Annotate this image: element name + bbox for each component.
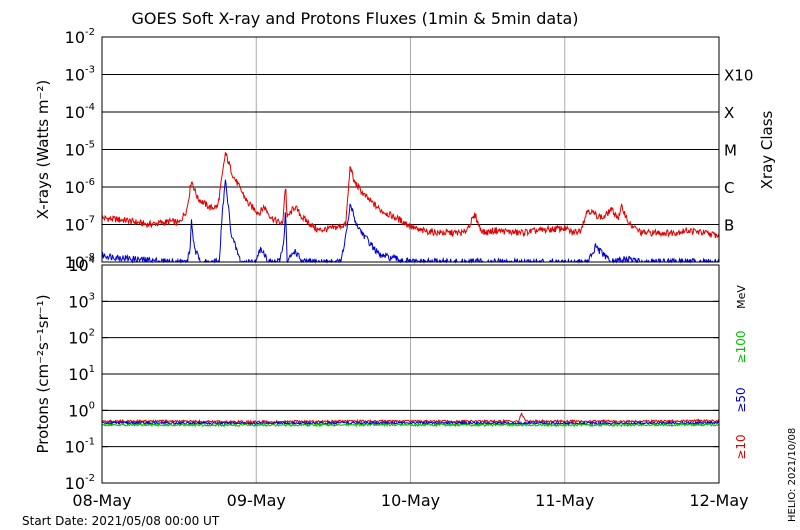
y-axis-label: Protons (cm⁻²s⁻¹sr⁻¹) — [34, 294, 52, 453]
xray-class-label: M — [724, 142, 737, 160]
legend-entry: ≥100 — [734, 331, 748, 364]
legend-entry: ≥10 — [734, 434, 748, 459]
start-date: Start Date: 2021/05/08 00:00 UT — [22, 514, 220, 528]
y-tick-label: 10-1 — [65, 437, 95, 457]
credit-label: HELIO: 2021/10/08 — [787, 428, 798, 522]
xray-class-label: X10 — [724, 67, 753, 85]
legend-entry: ≥50 — [734, 387, 748, 412]
x-tick-label: 12-May — [689, 491, 748, 510]
x-tick-label: 08-May — [72, 491, 131, 510]
y-tick-label: 104 — [68, 255, 95, 275]
y-tick-label: 103 — [68, 291, 95, 311]
xray-class-axis-label: Xray Class — [758, 110, 776, 189]
y-tick-label: 10-3 — [65, 65, 95, 85]
y-tick-label: 10-2 — [65, 27, 95, 47]
y-axis-label: X-rays (Watts m⁻²) — [34, 80, 52, 219]
y-tick-label: 101 — [68, 364, 95, 384]
y-tick-label: 100 — [68, 400, 95, 420]
xray-panel: 10-2 10-3 10-4 10-5 10-6 10-7 10-8 X-rays (Watt… — [34, 27, 776, 272]
xray-class-label: X — [724, 104, 734, 122]
series-line — [101, 152, 720, 239]
x-tick-label: 09-May — [227, 491, 286, 510]
y-tick-label: 10-4 — [65, 102, 95, 122]
x-tick-label: 10-May — [381, 491, 440, 510]
energy-unit-label: MeV — [735, 285, 748, 309]
y-tick-label: 10-7 — [65, 215, 95, 235]
y-tick-label: 10-8 — [65, 252, 95, 272]
series-line — [101, 420, 720, 426]
series-line — [101, 422, 720, 428]
y-tick-label: 102 — [68, 328, 95, 348]
x-tick-label: 11-May — [535, 491, 594, 510]
chart-title: GOES Soft X-ray and Protons Fluxes (1min… — [131, 9, 578, 28]
y-tick-label: 10-6 — [65, 177, 95, 197]
xray-class-label: C — [724, 179, 734, 197]
proton-panel: 104 103 102 101 100 10-1 10-2 Protons (cm⁻²s⁻¹s… — [34, 255, 749, 510]
y-tick-label: 10-5 — [65, 140, 95, 160]
y-tick-label: 10-2 — [65, 473, 95, 493]
xray-class-label: B — [724, 217, 734, 235]
